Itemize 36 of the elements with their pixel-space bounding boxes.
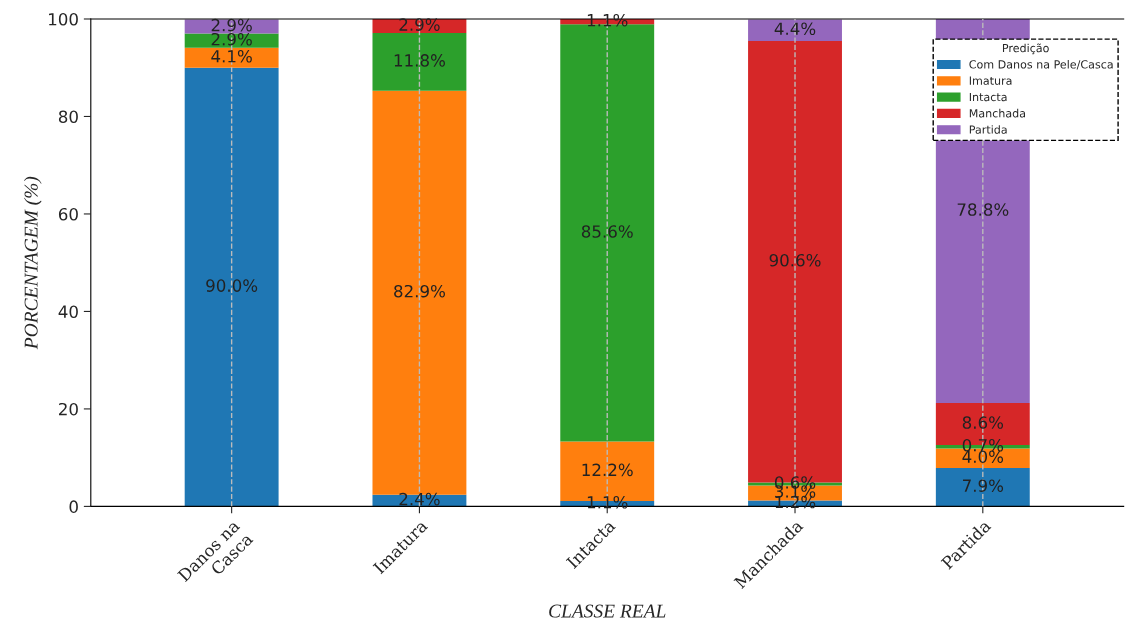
legend-label: Intacta [969, 92, 1007, 102]
legend-label: Manchada [969, 108, 1026, 118]
legend-label: Partida [969, 125, 1007, 134]
data-label: 4.0% [962, 450, 1004, 463]
data-label: 7.9% [963, 479, 1004, 492]
y-tick-label: 80 [58, 110, 78, 124]
data-label: 90.6% [769, 253, 821, 267]
data-label: 82.9% [394, 284, 445, 298]
bar [748, 19, 842, 41]
y-tick-label: 20 [59, 402, 78, 416]
bar [184, 67, 279, 507]
y-tick-label: 40 [58, 305, 78, 319]
data-label: 85.6% [581, 225, 633, 238]
legend-label: Imatura [969, 76, 1012, 85]
data-label: 12.2% [582, 463, 633, 477]
data-label: 2.9% [211, 18, 252, 32]
legend-title: Predição [1002, 43, 1049, 55]
bar [935, 467, 1030, 507]
bar [372, 33, 467, 91]
y-tick-label: 60 [58, 207, 78, 221]
data-label: 4.1% [211, 49, 252, 63]
x-axis-title: CLASSE REAL [549, 604, 666, 618]
legend-label: Com Danos na Pele/Casca [969, 59, 1113, 70]
data-label: 2.4% [399, 492, 440, 506]
data-label: 8.6% [962, 416, 1004, 429]
y-axis-title: PORCENTAGEM (%) [23, 176, 42, 350]
data-label: 11.8% [394, 54, 445, 67]
y-tick-label: 100 [49, 12, 78, 26]
data-label: 4.4% [774, 22, 816, 36]
bar [184, 47, 279, 68]
data-label: 78.8% [957, 203, 1009, 216]
data-label: 0.7% [962, 438, 1004, 452]
data-label: 2.9% [399, 18, 440, 31]
data-label: 2.9% [211, 32, 252, 46]
y-tick-label: 0 [69, 500, 78, 513]
data-label: 90.0% [206, 279, 258, 292]
